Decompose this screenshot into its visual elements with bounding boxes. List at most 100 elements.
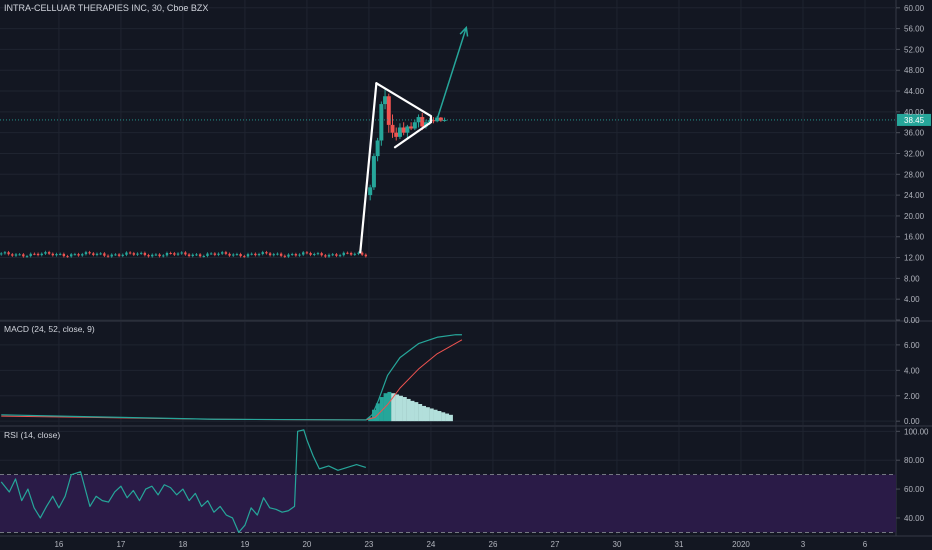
candle-body: [73, 254, 77, 256]
price-panel[interactable]: 38.45: [0, 25, 931, 258]
candle-body: [287, 254, 290, 257]
candle-body: [213, 253, 217, 255]
candle-body: [180, 252, 183, 254]
candle-body: [276, 253, 279, 255]
x-tick-label: 2020: [732, 540, 750, 549]
grid-layer: [0, 0, 932, 537]
candle-body: [209, 253, 213, 255]
candle-body: [117, 254, 121, 256]
candle-body: [173, 253, 176, 255]
candle-body: [18, 254, 21, 256]
candle-body: [423, 122, 428, 127]
macd-histogram-bar: [437, 411, 442, 422]
rsi-y-tick-label: 80.00: [904, 456, 925, 465]
x-tick-label: 6: [863, 540, 868, 549]
candle-body: [139, 252, 143, 254]
time-axis[interactable]: 16 17 18 19 20 23 24 26 27 30 31 2020 3 6: [54, 540, 867, 549]
candle-body: [279, 253, 283, 256]
candle-body: [36, 253, 40, 256]
candle-body: [442, 119, 447, 121]
candle-body: [81, 254, 84, 256]
macd-histogram-bar: [406, 398, 411, 422]
price-y-tick-label: 56.00: [904, 25, 925, 34]
macd-histogram-bar: [418, 404, 423, 422]
price-axis[interactable]: 60.00 56.00 52.00 48.00 44.00 40.00 36.00 32.00…: [896, 4, 929, 523]
candle-body: [309, 253, 312, 255]
macd-y-tick-label: 6.00: [904, 341, 920, 350]
macd-histogram-bar: [402, 397, 407, 422]
candle-body: [232, 254, 235, 256]
macd-histogram-bar: [387, 391, 392, 422]
candle-body: [246, 254, 250, 257]
macd-panel[interactable]: [1, 334, 463, 422]
macd-histogram-bar: [441, 412, 446, 422]
candle-body: [44, 252, 47, 254]
macd-y-tick-label: 2.00: [904, 392, 920, 401]
candle-body: [427, 120, 432, 123]
rsi-line: [0, 429, 367, 533]
x-tick-label: 19: [240, 540, 249, 549]
macd-line: [1, 334, 462, 421]
candle-body: [261, 252, 264, 255]
candle-body: [331, 254, 334, 256]
candle-body: [375, 140, 380, 157]
candle-body: [324, 255, 327, 257]
macd-histogram-bar: [425, 407, 430, 422]
candle-body: [435, 117, 440, 122]
candle-body: [342, 252, 345, 256]
x-tick-label: 18: [178, 540, 187, 549]
candle-body: [110, 254, 113, 257]
candle-body: [84, 252, 88, 255]
candle-body: [114, 254, 117, 256]
x-tick-label: 27: [551, 540, 560, 549]
candle-body: [51, 253, 54, 256]
candle-body: [390, 124, 395, 133]
macd-histogram-bar: [391, 393, 396, 422]
candle-body: [265, 252, 268, 254]
macd-y-tick-label: 0.00: [904, 417, 920, 426]
price-y-tick-label: 4.00: [904, 295, 920, 304]
breakout-arrow-head: [459, 25, 469, 37]
candle-body: [55, 254, 58, 256]
price-y-tick-label: 12.00: [904, 254, 925, 263]
candle-body: [70, 254, 73, 257]
macd-label: MACD (24, 52, close, 9): [4, 324, 95, 334]
chart-title: INTRA-CELLUAR THERAPIES INC, 30, Cboe BZ…: [4, 3, 208, 13]
candle-body: [106, 255, 110, 257]
candle-body: [254, 253, 257, 256]
candle-body: [169, 252, 172, 254]
pennant-lower-line: [393, 121, 433, 149]
candle-body: [206, 253, 209, 256]
macd-histogram-bar: [445, 413, 450, 422]
candle-body: [136, 253, 139, 255]
candle-body: [58, 253, 62, 255]
price-y-tick-label: 16.00: [904, 233, 925, 242]
candle-body: [195, 254, 198, 256]
macd-histogram-bar: [375, 403, 380, 422]
x-tick-label: 31: [675, 540, 684, 549]
candle-body: [394, 132, 399, 137]
candle-body: [349, 252, 353, 255]
candle-body: [313, 253, 316, 255]
candle-body: [151, 254, 154, 257]
candle-body: [416, 117, 421, 123]
rsi-panel[interactable]: [0, 429, 896, 533]
pennant-upper-line: [375, 82, 433, 118]
candle-body: [305, 252, 309, 254]
candle-body: [184, 252, 187, 255]
candle-body: [257, 254, 261, 256]
candle-body: [228, 253, 231, 256]
candle-body: [316, 253, 320, 255]
candle-body: [438, 117, 443, 121]
macd-histogram-bar: [410, 400, 415, 422]
candle-body: [250, 253, 253, 255]
flagpole-line: [359, 82, 378, 254]
x-tick-label: 23: [364, 540, 373, 549]
candle-body: [40, 253, 43, 256]
candle-body: [235, 254, 239, 256]
candle-body: [187, 254, 191, 257]
macd-histogram-bar: [398, 395, 403, 422]
macd-histogram-bar: [429, 408, 434, 422]
price-y-tick-label: 40.00: [904, 108, 925, 117]
candle-body: [99, 253, 102, 255]
